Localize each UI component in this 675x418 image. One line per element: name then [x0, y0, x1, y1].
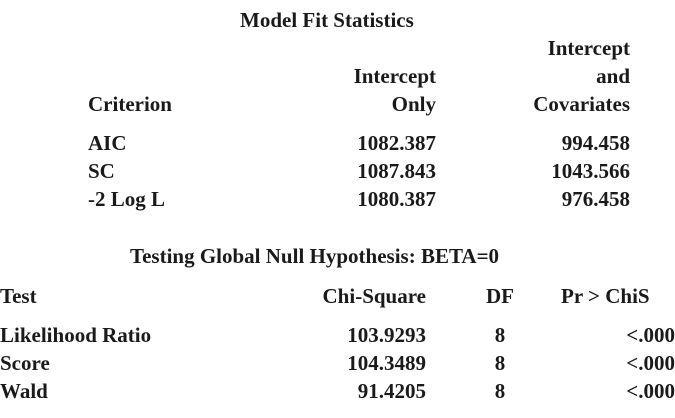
header-covariates-line2: and — [596, 64, 630, 88]
global-row-test: Score — [0, 351, 50, 375]
global-row-test: Wald — [0, 379, 48, 403]
fit-row-covariates: 976.458 — [561, 187, 630, 211]
global-title: Testing Global Null Hypothesis: BETA=0 — [130, 244, 500, 268]
header-df: DF — [486, 284, 514, 308]
global-row-p-value: <.000 — [626, 379, 675, 403]
fit-title: Model Fit Statistics — [240, 8, 414, 32]
header-chi-square: Chi-Square — [322, 284, 426, 308]
global-row-p-value: <.000 — [626, 351, 675, 375]
fit-row-criterion: SC — [88, 159, 115, 183]
fit-row-intercept-only: 1087.843 — [357, 159, 436, 183]
fit-row-covariates: 1043.566 — [551, 159, 630, 183]
global-row-df: 8 — [494, 379, 506, 403]
header-criterion: Criterion — [88, 92, 172, 116]
fit-row-criterion: AIC — [88, 131, 127, 155]
header-covariates-line1: Intercept — [547, 36, 630, 60]
header-intercept-only-line2: Only — [391, 92, 436, 116]
global-row-chi-square: 91.4205 — [357, 379, 426, 403]
global-row-p-value: <.000 — [626, 323, 675, 347]
fit-row-intercept-only: 1080.387 — [357, 187, 436, 211]
fit-row-criterion: -2 Log L — [88, 187, 166, 211]
global-row-chi-square: 104.3489 — [347, 351, 426, 375]
global-row-chi-square: 103.9293 — [347, 323, 426, 347]
global-row-test: Likelihood Ratio — [0, 323, 152, 347]
header-p-value: Pr > ChiS — [561, 284, 650, 308]
header-test: Test — [0, 284, 37, 308]
global-row-df: 8 — [494, 323, 506, 347]
fit-row-covariates: 994.458 — [561, 131, 630, 155]
header-covariates-line3: Covariates — [533, 92, 630, 116]
global-row-df: 8 — [494, 351, 506, 375]
header-intercept-only-line1: Intercept — [353, 64, 436, 88]
fit-row-intercept-only: 1082.387 — [357, 131, 436, 155]
